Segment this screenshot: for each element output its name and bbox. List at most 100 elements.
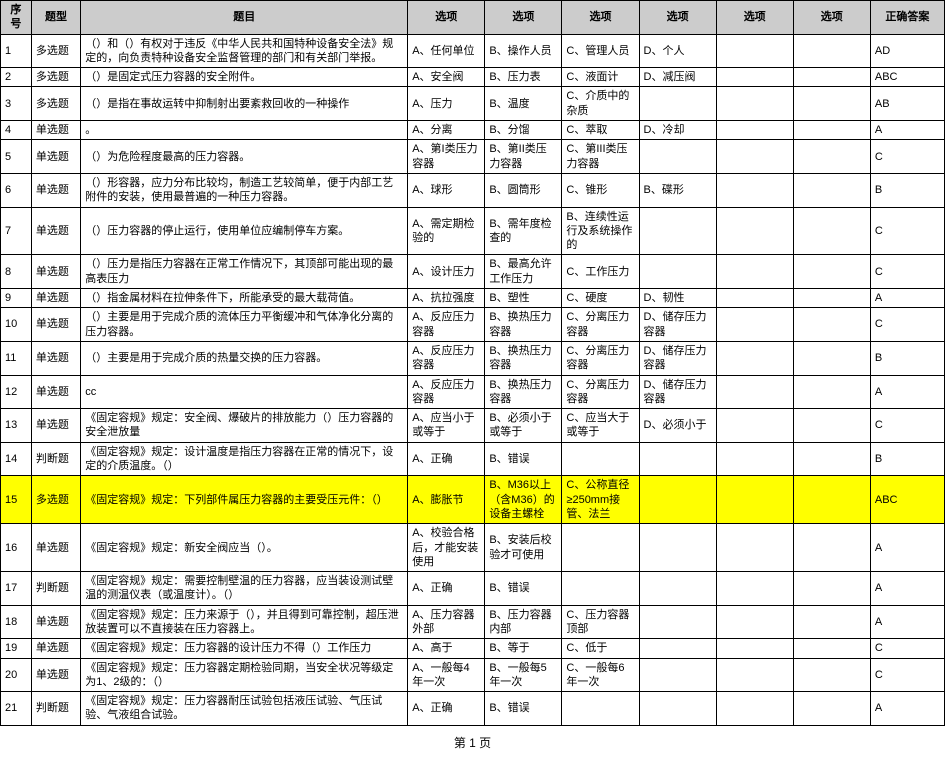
opt-b-cell: B、M36以上（含M36）的设备主螺栓 — [485, 476, 562, 524]
answer-cell: C — [870, 409, 944, 443]
question-cell: 《固定容规》规定：下列部件属压力容器的主要受压元件：（） — [81, 476, 408, 524]
opt-d-cell: D、储存压力容器 — [639, 308, 716, 342]
opt-a-cell: A、正确 — [408, 692, 485, 726]
type-cell: 判断题 — [31, 572, 80, 606]
opt-a-cell: A、压力 — [408, 87, 485, 121]
opt-f-cell — [793, 409, 870, 443]
opt-e-cell — [716, 572, 793, 606]
header-question: 题目 — [81, 1, 408, 35]
header-answer: 正确答案 — [870, 1, 944, 35]
opt-f-cell — [793, 476, 870, 524]
answer-cell: A — [870, 375, 944, 409]
seq-cell: 12 — [1, 375, 32, 409]
table-row: 6单选题（）形容器，应力分布比较均，制造工艺较简单，便于内部工艺附件的安装，使用… — [1, 173, 945, 207]
opt-d-cell — [639, 87, 716, 121]
opt-c-cell: C、管理人员 — [562, 34, 639, 68]
opt-f-cell — [793, 692, 870, 726]
opt-d-cell — [639, 255, 716, 289]
answer-cell: A — [870, 121, 944, 140]
seq-cell: 21 — [1, 692, 32, 726]
type-cell: 单选题 — [31, 255, 80, 289]
question-cell: 《固定容规》规定：需要控制壁温的压力容器，应当装设测试壁温的测温仪表（或温度计）… — [81, 572, 408, 606]
answer-cell: A — [870, 572, 944, 606]
seq-cell: 18 — [1, 605, 32, 639]
seq-cell: 11 — [1, 341, 32, 375]
opt-b-cell: B、需年度检查的 — [485, 207, 562, 255]
opt-b-cell: B、操作人员 — [485, 34, 562, 68]
header-opt-c: 选项 — [562, 1, 639, 35]
opt-e-cell — [716, 605, 793, 639]
opt-d-cell: D、减压阀 — [639, 68, 716, 87]
question-cell: （）指金属材料在拉伸条件下，所能承受的最大载荷值。 — [81, 289, 408, 308]
opt-a-cell: A、反应压力容器 — [408, 375, 485, 409]
question-cell: 《固定容规》规定：安全阀、爆破片的排放能力（）压力容器的安全泄放量 — [81, 409, 408, 443]
opt-f-cell — [793, 173, 870, 207]
header-opt-e: 选项 — [716, 1, 793, 35]
seq-cell: 10 — [1, 308, 32, 342]
opt-c-cell: C、介质中的杂质 — [562, 87, 639, 121]
header-opt-a: 选项 — [408, 1, 485, 35]
opt-c-cell: B、连续性运行及系统操作的 — [562, 207, 639, 255]
question-cell: 《固定容规》规定：压力容器的设计压力不得（）工作压力 — [81, 639, 408, 658]
opt-f-cell — [793, 68, 870, 87]
opt-f-cell — [793, 658, 870, 692]
answer-cell: B — [870, 442, 944, 476]
opt-f-cell — [793, 255, 870, 289]
seq-cell: 20 — [1, 658, 32, 692]
type-cell: 单选题 — [31, 140, 80, 174]
header-type: 题型 — [31, 1, 80, 35]
opt-b-cell: B、分馏 — [485, 121, 562, 140]
opt-f-cell — [793, 639, 870, 658]
opt-f-cell — [793, 121, 870, 140]
seq-cell: 16 — [1, 524, 32, 572]
opt-b-cell: B、塑性 — [485, 289, 562, 308]
opt-f-cell — [793, 524, 870, 572]
opt-d-cell — [639, 658, 716, 692]
opt-c-cell — [562, 692, 639, 726]
opt-a-cell: A、压力容器外部 — [408, 605, 485, 639]
type-cell: 判断题 — [31, 692, 80, 726]
question-cell: （）是指在事故运转中抑制射出要紊救回收的一种操作 — [81, 87, 408, 121]
seq-cell: 13 — [1, 409, 32, 443]
table-row: 20单选题《固定容规》规定：压力容器定期检验同期，当安全状况等级定为1、2级的：… — [1, 658, 945, 692]
answer-cell: C — [870, 639, 944, 658]
opt-c-cell: C、硬度 — [562, 289, 639, 308]
opt-c-cell: C、应当大于或等于 — [562, 409, 639, 443]
opt-b-cell: B、最高允许工作压力 — [485, 255, 562, 289]
question-cell: cc — [81, 375, 408, 409]
opt-f-cell — [793, 442, 870, 476]
table-row: 18单选题《固定容规》规定：压力来源于（），并且得到可靠控制，超压泄放装置可以不… — [1, 605, 945, 639]
opt-b-cell: B、错误 — [485, 572, 562, 606]
answer-cell: A — [870, 692, 944, 726]
table-row: 16单选题《固定容规》规定：新安全阀应当（）。A、校验合格后，才能安装使用B、安… — [1, 524, 945, 572]
table-row: 8单选题（）压力是指压力容器在正常工作情况下，其顶部可能出现的最高表压力A、设计… — [1, 255, 945, 289]
type-cell: 单选题 — [31, 207, 80, 255]
opt-e-cell — [716, 692, 793, 726]
table-row: 1多选题（）和（）有权对于违反《中华人民共和国特种设备安全法》规定的，向负责特种… — [1, 34, 945, 68]
opt-a-cell: A、抗拉强度 — [408, 289, 485, 308]
type-cell: 单选题 — [31, 308, 80, 342]
question-cell: （）是固定式压力容器的安全附件。 — [81, 68, 408, 87]
type-cell: 单选题 — [31, 409, 80, 443]
opt-e-cell — [716, 442, 793, 476]
opt-c-cell: C、工作压力 — [562, 255, 639, 289]
opt-f-cell — [793, 572, 870, 606]
opt-d-cell — [639, 442, 716, 476]
table-row: 21判断题《固定容规》规定：压力容器耐压试验包括液压试验、气压试验、气液组合试验… — [1, 692, 945, 726]
table-row: 10单选题（）主要是用于完成介质的流体压力平衡缓冲和气体净化分离的压力容器。A、… — [1, 308, 945, 342]
opt-e-cell — [716, 308, 793, 342]
seq-cell: 4 — [1, 121, 32, 140]
opt-e-cell — [716, 255, 793, 289]
opt-c-cell: C、压力容器顶部 — [562, 605, 639, 639]
type-cell: 单选题 — [31, 605, 80, 639]
question-cell: 《固定容规》规定：压力来源于（），并且得到可靠控制，超压泄放装置可以不直接装在压… — [81, 605, 408, 639]
header-seq: 序号 — [1, 1, 32, 35]
answer-cell: ABC — [870, 68, 944, 87]
opt-b-cell: B、压力容器内部 — [485, 605, 562, 639]
opt-a-cell: A、高于 — [408, 639, 485, 658]
type-cell: 判断题 — [31, 442, 80, 476]
answer-cell: A — [870, 605, 944, 639]
question-cell: （）为危险程度最高的压力容器。 — [81, 140, 408, 174]
opt-b-cell: B、等于 — [485, 639, 562, 658]
opt-e-cell — [716, 34, 793, 68]
